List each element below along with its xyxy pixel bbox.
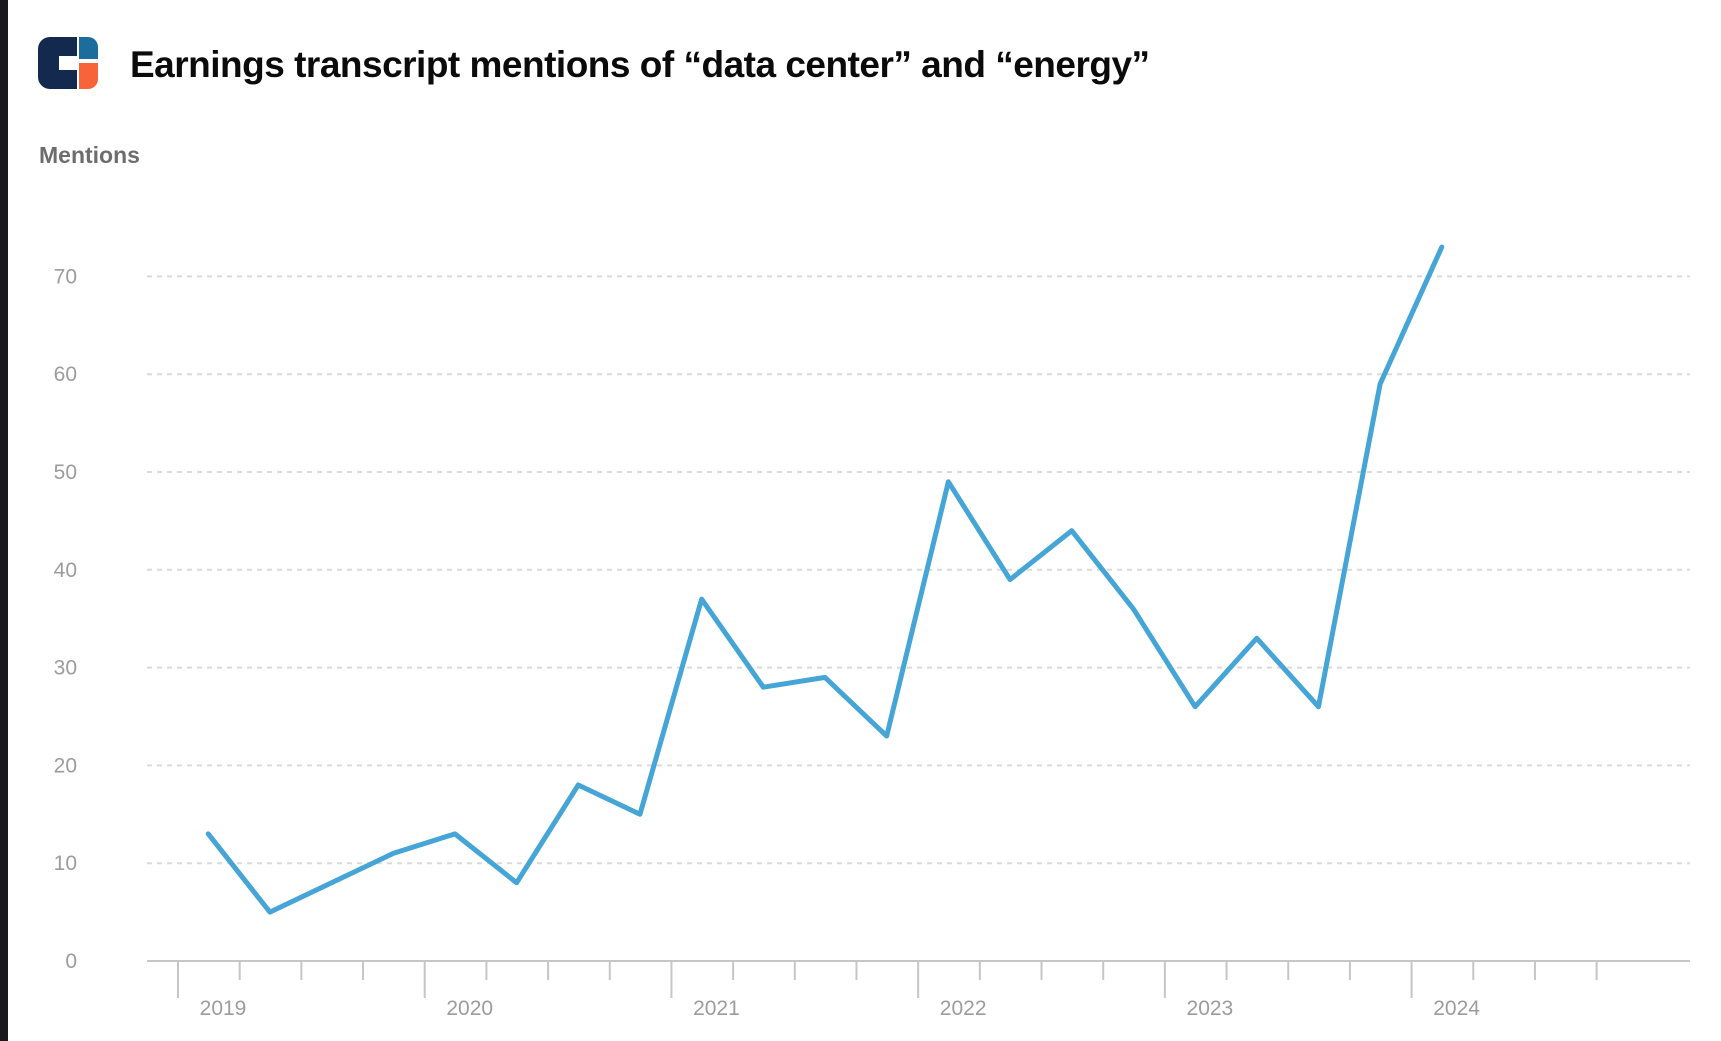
y-axis-label-30: 30 — [54, 657, 77, 680]
y-axis-label-10: 10 — [54, 852, 77, 875]
x-axis-year-label: 2020 — [446, 997, 493, 1020]
x-axis-year-label: 2021 — [693, 997, 740, 1020]
y-axis-label-70: 70 — [54, 265, 77, 288]
x-axis-year-label: 2019 — [200, 997, 247, 1020]
y-axis-label-40: 40 — [54, 559, 77, 582]
logo-notch — [59, 56, 77, 70]
chart-title: Earnings transcript mentions of “data ce… — [130, 44, 1150, 85]
y-axis-title: Mentions — [39, 142, 140, 168]
cbinsights-logo — [38, 37, 98, 89]
y-axis-label-0: 0 — [65, 950, 77, 973]
x-axis-year-label: 2024 — [1433, 997, 1480, 1020]
x-axis-year-label: 2023 — [1187, 997, 1234, 1020]
series-line-mentions — [205, 244, 1445, 915]
logo-orange-block — [79, 63, 98, 89]
y-axis-label-50: 50 — [54, 461, 77, 484]
logo-blue-block — [79, 37, 98, 59]
y-axis-label-60: 60 — [54, 363, 77, 386]
y-axis-label-20: 20 — [54, 754, 77, 777]
x-axis-year-label: 2022 — [940, 997, 987, 1020]
screen-left-edge — [0, 0, 8, 1041]
